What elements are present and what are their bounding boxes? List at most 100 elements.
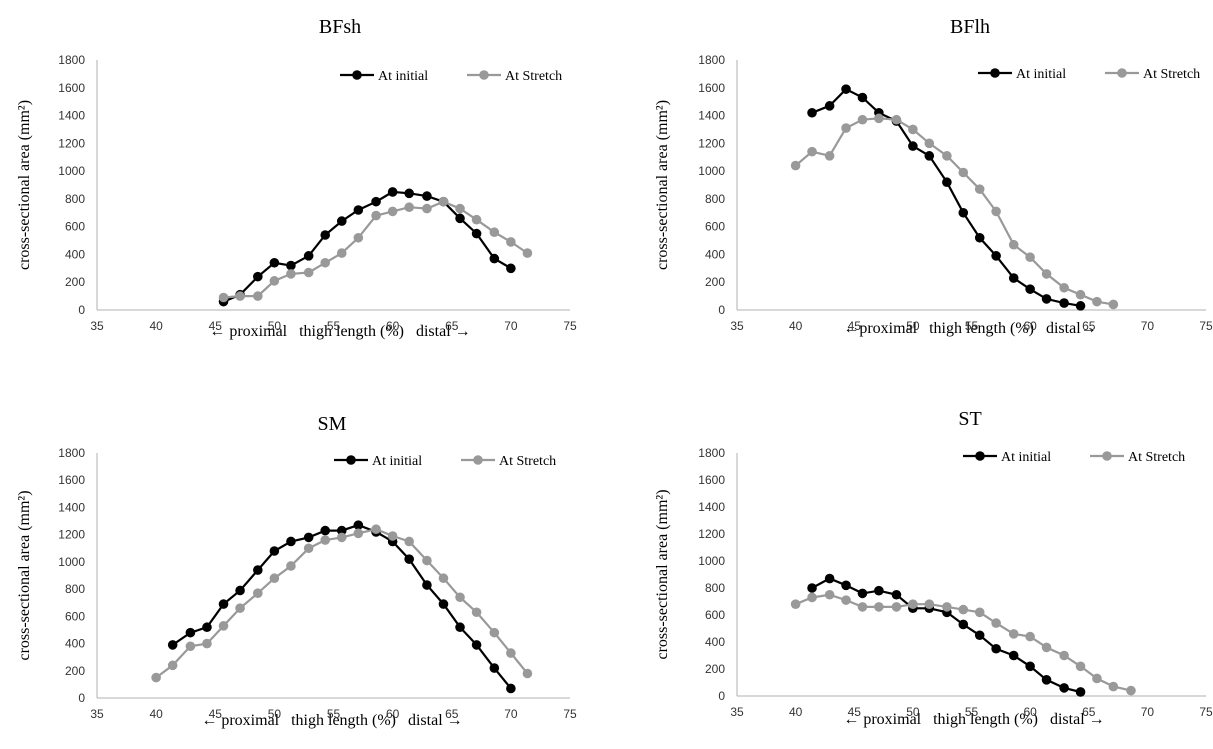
data-point (1075, 289, 1086, 300)
data-point (841, 123, 851, 133)
data-point (522, 668, 533, 679)
data-point (874, 602, 884, 612)
data-point (1126, 685, 1136, 696)
y-tick-label: 1200 (58, 136, 85, 150)
legend: At initial At Stretch (978, 67, 1200, 82)
data-point (387, 206, 398, 217)
y-tick-label: 200 (65, 275, 85, 289)
data-point (303, 251, 314, 261)
legend-label-at-stretch: At Stretch (505, 69, 562, 84)
legend-swatch-marker (352, 70, 362, 80)
data-point (167, 640, 178, 650)
data-point (506, 263, 516, 274)
x-tick-label: 75 (1199, 319, 1213, 333)
data-point (1041, 675, 1052, 685)
data-point (1025, 284, 1035, 294)
data-point (471, 228, 482, 239)
data-point (320, 230, 331, 240)
data-point (1092, 673, 1102, 684)
data-point (286, 536, 296, 547)
data-point (942, 151, 952, 161)
x-axis-title: ←proximal thigh length (%) distal→ (843, 320, 1096, 337)
data-point (286, 269, 296, 279)
data-point (489, 227, 500, 238)
x-tick-label: 55 (327, 707, 341, 721)
data-point (1059, 282, 1069, 293)
data-point (857, 588, 868, 599)
data-point (841, 84, 851, 94)
x-axis-title: ← proximal thigh length (%) distal → (843, 711, 1104, 728)
x-tick-label: 75 (563, 319, 577, 333)
data-point (455, 213, 465, 224)
data-point (320, 525, 331, 536)
x-tick-label: 70 (1141, 705, 1155, 719)
x-tick-label: 45 (848, 705, 862, 719)
x-tick-label: 35 (730, 705, 744, 719)
y-tick-label: 1000 (58, 164, 85, 178)
data-point (489, 253, 500, 264)
y-tick-label: 400 (65, 247, 85, 261)
data-point (235, 291, 245, 301)
series-at-initial (167, 520, 516, 694)
y-axis-title: cross-sectional area (mm²) (16, 490, 33, 660)
data-point (218, 599, 229, 609)
data-point (974, 184, 985, 194)
data-point (303, 543, 314, 554)
y-tick-label: 1800 (58, 53, 85, 67)
axes: 0 200 400 600 800 1000 1200 1400 1600 1800 35 40 45 5… (58, 446, 577, 721)
x-tick-label: 55 (965, 319, 979, 333)
legend-swatch-marker (990, 68, 1000, 78)
y-tick-label: 200 (65, 664, 85, 678)
data-point (353, 520, 364, 530)
data-point (958, 167, 969, 178)
data-point (790, 599, 801, 609)
y-tick-label: 0 (78, 303, 85, 317)
x-tick-label: 55 (965, 705, 979, 719)
data-point (438, 196, 449, 207)
data-point (489, 663, 500, 673)
data-point (404, 554, 414, 564)
data-point (151, 672, 161, 683)
data-point (218, 621, 229, 631)
data-point (253, 291, 263, 301)
data-point (404, 188, 414, 199)
data-point (1025, 661, 1035, 672)
data-point (253, 588, 263, 598)
data-point (974, 607, 985, 618)
data-point (790, 160, 801, 171)
data-point (1108, 299, 1119, 310)
data-point (320, 535, 331, 545)
panel-bfsh: BFsh cross-sectional area (mm²) ← proxim… (16, 16, 577, 340)
data-point (1041, 269, 1052, 279)
series-at-initial (807, 84, 1086, 311)
data-point (841, 580, 851, 591)
legend-swatch-marker (473, 455, 483, 465)
y-tick-label: 0 (718, 303, 725, 317)
y-axis-title: cross-sectional area (mm²) (16, 100, 33, 270)
data-point (974, 630, 985, 641)
data-point (387, 187, 398, 197)
data-point (185, 627, 196, 638)
x-tick-label: 65 (445, 707, 459, 721)
data-point (1075, 661, 1086, 672)
data-point (336, 216, 347, 226)
data-point (336, 248, 347, 258)
panel-title: SM (318, 413, 347, 435)
legend-label-at-initial: At initial (372, 454, 422, 469)
panel-st: ST cross-sectional area (mm²) ← proximal… (654, 408, 1213, 728)
data-point (253, 271, 263, 282)
data-point (371, 210, 381, 221)
data-point (908, 124, 918, 135)
data-point (807, 107, 817, 118)
data-point (942, 177, 952, 188)
x-tick-label: 70 (1141, 319, 1155, 333)
data-point (235, 585, 245, 596)
y-tick-label: 1200 (58, 528, 85, 542)
y-tick-label: 1600 (698, 473, 725, 487)
x-tick-label: 75 (1199, 705, 1213, 719)
data-point (371, 524, 381, 535)
x-tick-label: 65 (445, 319, 459, 333)
y-tick-label: 200 (705, 275, 725, 289)
data-point (1041, 294, 1052, 304)
data-point (891, 114, 902, 125)
